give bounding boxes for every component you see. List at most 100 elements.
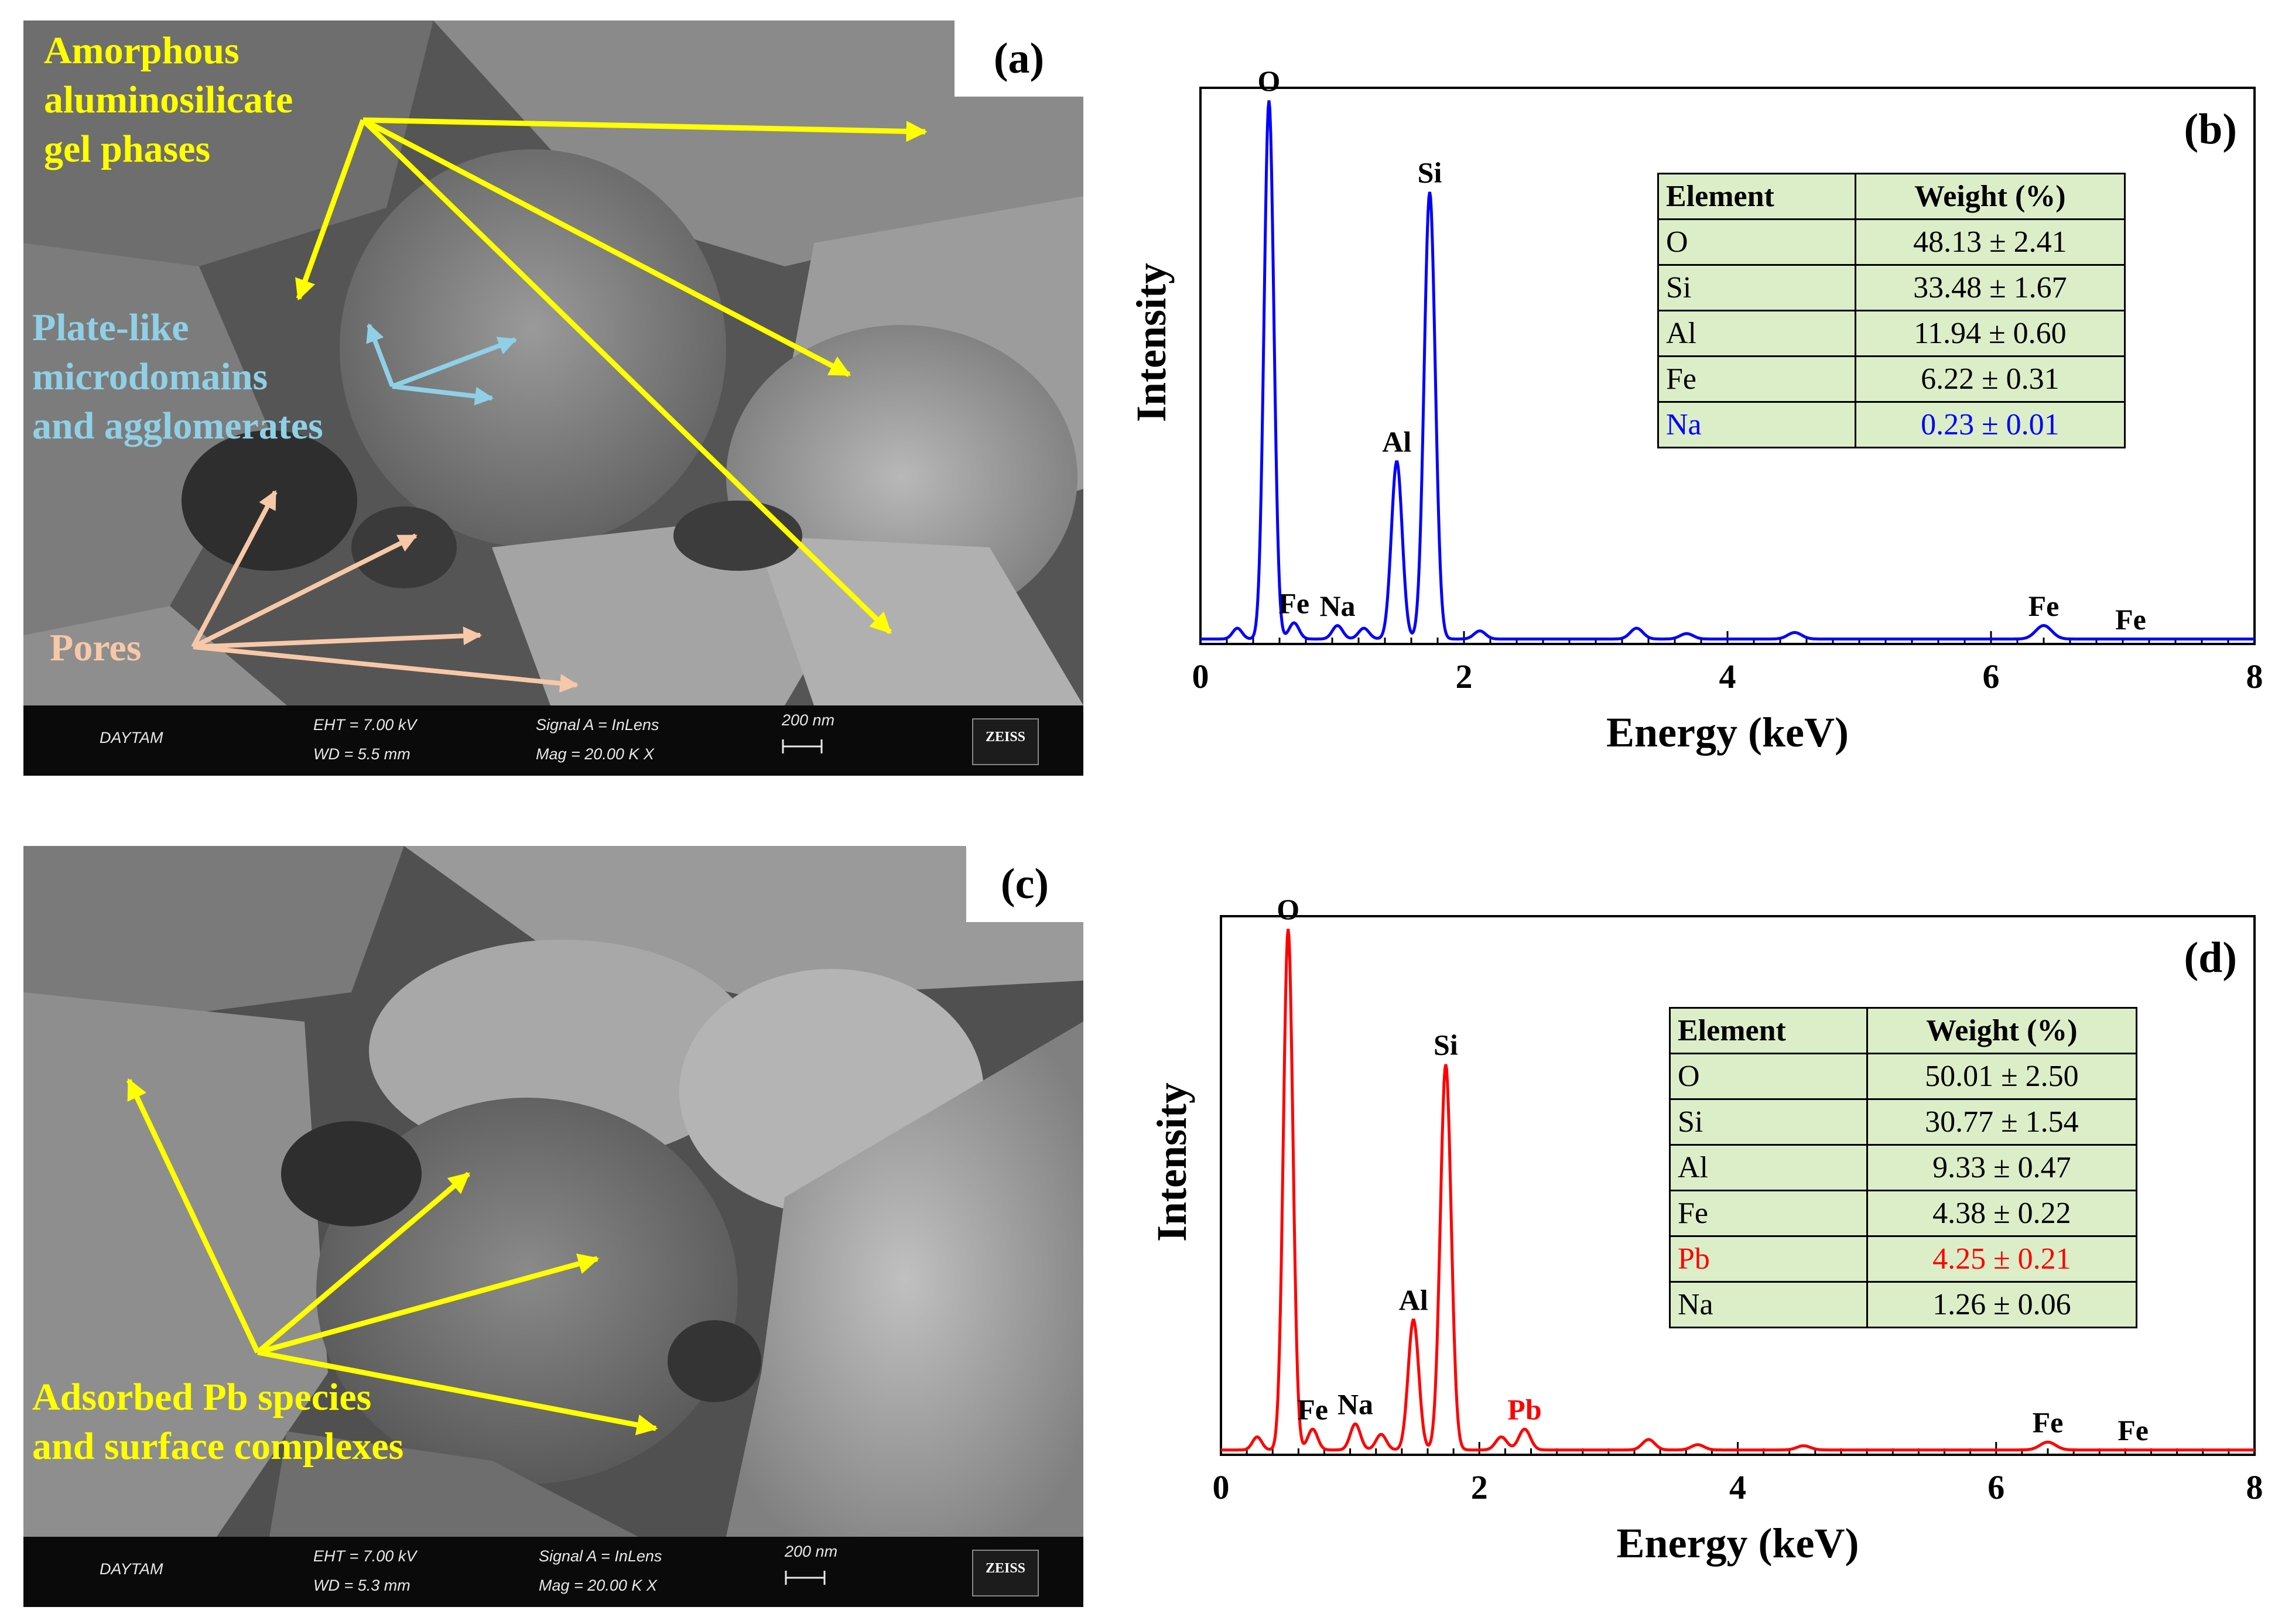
x-tick-label: 2 <box>1471 1468 1488 1506</box>
signal-label-c: Signal A = InLens <box>539 1547 662 1565</box>
y-axis-label: Intensity <box>1148 1082 1195 1242</box>
peak-label: Na <box>1337 1388 1373 1421</box>
table-cell: O <box>1657 218 1856 266</box>
sem-image-c: DAYTAM EHT = 7.00 kV WD = 5.3 mm Signal … <box>23 846 1083 1607</box>
spectrum-line <box>1221 929 2255 1452</box>
peak-label: Fe <box>2033 1406 2064 1439</box>
peak-label: Al <box>1399 1284 1428 1317</box>
x-tick-label: 8 <box>2246 657 2263 695</box>
peak-label: Pb <box>1507 1393 1541 1426</box>
operator-label: DAYTAM <box>100 729 163 746</box>
peak-label: O <box>1258 64 1281 97</box>
peak-label: Al <box>1382 425 1411 458</box>
table-row: Fe 6.22 ± 0.31 <box>1657 355 2126 403</box>
sem-texture-c <box>23 846 1083 1607</box>
table-header-cell: Weight (%) <box>1854 173 2126 220</box>
label-gel-phases: Amorphous aluminosilicate gel phases <box>44 26 293 174</box>
table-cell: Si <box>1657 264 1856 311</box>
table-row: O 48.13 ± 2.41 <box>1657 218 2126 266</box>
peak-label: Fe <box>2117 1414 2149 1447</box>
table-header-cell: Weight (%) <box>1866 1007 2138 1054</box>
table-row: Al 11.94 ± 0.60 <box>1657 310 2126 357</box>
label-pores: Pores <box>50 626 142 669</box>
mag-label: Mag = 20.00 K X <box>536 745 654 763</box>
table-row: Al 9.33 ± 0.47 <box>1669 1144 2138 1191</box>
x-tick-label: 2 <box>1456 657 1473 695</box>
label-gel-line3: gel phases <box>44 128 211 170</box>
signal-label: Signal A = InLens <box>536 716 659 734</box>
table-cell: Al <box>1669 1144 1868 1191</box>
peak-label: Fe <box>2028 590 2060 622</box>
table-header-cell: Element <box>1657 173 1856 220</box>
table-row: Na 0.23 ± 0.01 <box>1657 401 2126 448</box>
label-gel-line1: Amorphous <box>44 29 240 72</box>
table-row: Fe 4.38 ± 0.22 <box>1669 1190 2138 1237</box>
x-axis-label: Energy (keV) <box>1617 1520 1859 1567</box>
table-cell: 4.25 ± 0.21 <box>1866 1235 2138 1283</box>
table-cell: O <box>1669 1053 1868 1100</box>
table-cell: 9.33 ± 0.47 <box>1866 1144 2138 1191</box>
table-row: Si 33.48 ± 1.67 <box>1657 264 2126 311</box>
table-cell: Fe <box>1669 1190 1868 1237</box>
table-cell: Na <box>1657 401 1856 448</box>
table-header-cell: Element <box>1669 1007 1868 1054</box>
y-axis-label: Intensity <box>1128 263 1175 422</box>
table-cell: Na <box>1669 1281 1868 1328</box>
table-cell: 4.38 ± 0.22 <box>1866 1190 2138 1237</box>
scale-label-c: 200 nm <box>785 1543 838 1560</box>
table-header-row: Element Weight (%) <box>1657 173 2126 220</box>
table-cell: 30.77 ± 1.54 <box>1866 1098 2138 1146</box>
x-tick-label: 0 <box>1192 657 1209 695</box>
label-plate-like: Plate-like microdomains and agglomerates <box>32 303 323 451</box>
x-axis-label: Energy (keV) <box>1606 709 1849 756</box>
x-tick-label: 4 <box>1729 1468 1746 1506</box>
wd-label-c: WD = 5.3 mm <box>313 1577 410 1594</box>
sem-info-bar-c: DAYTAM EHT = 7.00 kV WD = 5.3 mm Signal … <box>23 1537 1083 1607</box>
sem-info-bar: DAYTAM EHT = 7.00 kV WD = 5.5 mm Signal … <box>23 705 1083 776</box>
label-plate-line1: Plate-like <box>32 306 189 349</box>
scale-bar-icon <box>782 739 823 753</box>
panel-letter: (d) <box>2184 934 2237 982</box>
panel-letter-a: (a) <box>955 20 1083 97</box>
x-tick-label: 6 <box>1983 657 2000 695</box>
zeiss-logo: ZEISS <box>972 718 1039 765</box>
table-cell: 33.48 ± 1.67 <box>1854 264 2126 311</box>
table-row: Pb 4.25 ± 0.21 <box>1669 1235 2138 1283</box>
eds-table-d: Element Weight (%) O 50.01 ± 2.50 Si 30.77 ± … <box>1669 1007 2138 1328</box>
peak-label: Si <box>1418 156 1442 189</box>
table-row: Si 30.77 ± 1.54 <box>1669 1098 2138 1146</box>
label-adsorbed-pb: Adsorbed Pb species and surface complexe… <box>32 1373 403 1471</box>
table-cell: Pb <box>1669 1235 1868 1283</box>
peak-label: Fe <box>1297 1393 1328 1426</box>
table-cell: 6.22 ± 0.31 <box>1854 355 2126 403</box>
table-header-row: Element Weight (%) <box>1669 1007 2138 1054</box>
label-pb-line2: and surface complexes <box>32 1425 404 1468</box>
wd-label: WD = 5.5 mm <box>313 745 410 763</box>
label-gel-line2: aluminosilicate <box>44 78 293 121</box>
zeiss-logo-c: ZEISS <box>972 1550 1039 1596</box>
table-cell: 0.23 ± 0.01 <box>1854 401 2126 448</box>
peak-label: Na <box>1319 590 1355 622</box>
table-cell: 1.26 ± 0.06 <box>1866 1281 2138 1328</box>
table-cell: Si <box>1669 1098 1868 1146</box>
panel-letter: (b) <box>2184 105 2237 153</box>
label-plate-line3: and agglomerates <box>32 405 323 447</box>
mag-label-c: Mag = 20.00 K X <box>539 1577 657 1594</box>
operator-label-c: DAYTAM <box>100 1560 163 1578</box>
eht-label: EHT = 7.00 kV <box>313 716 417 734</box>
x-tick-label: 8 <box>2246 1468 2263 1506</box>
x-tick-label: 4 <box>1719 657 1736 695</box>
table-cell: Al <box>1657 310 1856 357</box>
spectrum-line <box>1200 100 2255 640</box>
x-tick-label: 6 <box>1987 1468 2004 1506</box>
peak-label: O <box>1277 893 1299 926</box>
table-row: O 50.01 ± 2.50 <box>1669 1053 2138 1100</box>
scale-label: 200 nm <box>782 711 835 729</box>
panel-letter-c: (c) <box>966 846 1083 922</box>
eds-table-b: Element Weight (%) O 48.13 ± 2.41 Si 33.48 ± … <box>1657 173 2126 448</box>
eht-label-c: EHT = 7.00 kV <box>313 1547 417 1565</box>
x-tick-label: 0 <box>1213 1468 1230 1506</box>
label-plate-line2: microdomains <box>32 355 268 398</box>
